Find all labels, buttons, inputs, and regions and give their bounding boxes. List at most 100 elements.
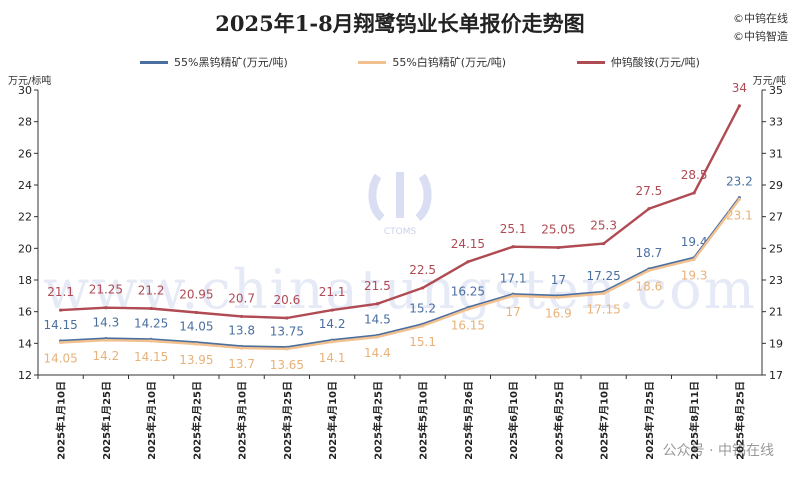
x-tick-label: 2025年7月10日: [598, 381, 611, 460]
x-tick-label: 2025年8月25日: [733, 381, 746, 460]
x-tick-label: 2025年6月25日: [552, 381, 565, 460]
x-tick-label: 2025年1月25日: [100, 381, 113, 460]
data-label: 20.95: [179, 287, 213, 301]
data-label: 34: [732, 81, 747, 95]
data-point: [104, 338, 108, 342]
chart-title: 2025年1-8月翔鹭钨业长单报价走势图: [215, 11, 585, 36]
data-label: 25.1: [500, 222, 527, 236]
data-point: [647, 207, 651, 211]
data-label: 14.15: [134, 350, 168, 364]
footer-account: 公众号 · 中钨在线: [662, 443, 774, 459]
data-label: 17: [505, 305, 520, 319]
data-label: 14.05: [43, 352, 77, 366]
legend: 55%黑钨精矿(万元/吨) 55%白钨精矿(万元/吨) 仲钨酸铵(万元/吨): [140, 54, 700, 70]
data-label: 18.7: [636, 246, 663, 260]
data-label: 19.3: [681, 268, 708, 282]
data-point: [194, 310, 198, 315]
left-tick-label: 28: [18, 116, 32, 129]
data-label: 21.2: [138, 284, 165, 298]
data-label: 17: [551, 273, 566, 287]
data-point: [375, 335, 379, 339]
data-point: [511, 245, 515, 249]
data-label: 16.25: [451, 285, 485, 299]
series-line-0: [60, 196, 741, 349]
brand-line-1: ©中钨在线: [733, 12, 788, 25]
data-point: [556, 245, 560, 250]
data-label: 22.5: [409, 263, 436, 277]
data-label: 21.1: [47, 285, 74, 299]
data-point: [602, 241, 606, 246]
data-label: 21.25: [89, 283, 123, 297]
data-label: 19.4: [681, 235, 708, 249]
right-tick-label: 35: [769, 84, 783, 97]
data-point: [330, 340, 334, 344]
data-label: 25.3: [590, 219, 617, 233]
x-tick-label: 2025年7月25日: [643, 381, 656, 460]
left-tick-label: 12: [18, 369, 32, 382]
right-tick-label: 25: [769, 242, 783, 255]
x-tick-label: 2025年5月26日: [462, 381, 475, 460]
data-label: 16.9: [545, 306, 572, 320]
legend-label-white: 55%白钨精矿(万元/吨): [392, 56, 507, 69]
left-tick-label: 20: [18, 242, 32, 255]
data-point: [149, 339, 153, 343]
right-tick-label: 27: [769, 211, 783, 224]
data-point: [692, 191, 696, 195]
legend-swatch-white: [358, 60, 387, 64]
data-label: 16.15: [451, 318, 485, 332]
right-tick-label: 31: [769, 147, 783, 160]
data-point: [149, 306, 153, 311]
data-label: 20.6: [274, 293, 301, 307]
data-label: 13.7: [228, 357, 255, 371]
left-tick-label: 30: [18, 84, 32, 97]
right-tick-label: 23: [769, 274, 783, 287]
data-label: 17.25: [586, 269, 620, 283]
data-label: 14.2: [319, 317, 346, 331]
data-label: 23.1: [726, 208, 753, 222]
x-tick-label: 2025年2月10日: [145, 381, 158, 460]
data-label: 14.5: [364, 312, 391, 326]
data-label: 14.25: [134, 316, 168, 330]
right-tick-label: 33: [769, 116, 783, 129]
data-point: [737, 197, 741, 201]
legend-item-white: 55%白钨精矿(万元/吨): [358, 54, 506, 70]
data-label: 20.7: [228, 291, 255, 305]
data-label: 13.65: [270, 358, 304, 372]
data-label: 21.1: [319, 285, 346, 299]
x-tick-label: 2025年3月10日: [236, 381, 249, 460]
data-point: [602, 291, 606, 296]
legend-swatch-apt: [576, 60, 605, 64]
left-tick-label: 14: [18, 337, 32, 350]
series-line-1: [60, 198, 741, 351]
series-line-2: [60, 105, 741, 320]
data-label: 14.3: [93, 316, 120, 330]
data-label: 17.1: [500, 271, 527, 285]
data-point: [194, 342, 198, 346]
legend-label-apt: 仲钨酸铵(万元/吨): [610, 56, 700, 69]
legend-swatch-black: [140, 60, 168, 64]
data-point: [647, 268, 651, 273]
data-label: 25.05: [541, 223, 575, 237]
right-tick-label: 17: [769, 369, 783, 382]
data-point: [421, 324, 425, 328]
right-tick-label: 19: [769, 337, 783, 350]
x-tick-label: 2025年8月11日: [688, 381, 701, 460]
data-point: [692, 257, 696, 262]
x-tick-label: 2025年1月10日: [55, 381, 68, 460]
left-tick-label: 18: [18, 274, 32, 287]
data-point: [240, 314, 244, 319]
left-tick-label: 26: [18, 147, 32, 160]
data-label: 17.15: [586, 302, 620, 316]
data-label: 13.8: [228, 324, 255, 338]
legend-item-apt: 仲钨酸铵(万元/吨): [576, 54, 700, 70]
data-label: 15.1: [409, 335, 436, 349]
data-label: 13.95: [179, 353, 213, 367]
data-label: 21.5: [364, 279, 391, 293]
right-axis-unit: 万元/吨: [752, 76, 786, 87]
data-point: [240, 346, 244, 350]
brand-line-2: ©中钨智造: [733, 30, 788, 43]
data-label: 14.15: [43, 318, 77, 332]
data-point: [421, 286, 425, 290]
data-label: 14.4: [364, 346, 391, 360]
data-point: [104, 306, 108, 310]
